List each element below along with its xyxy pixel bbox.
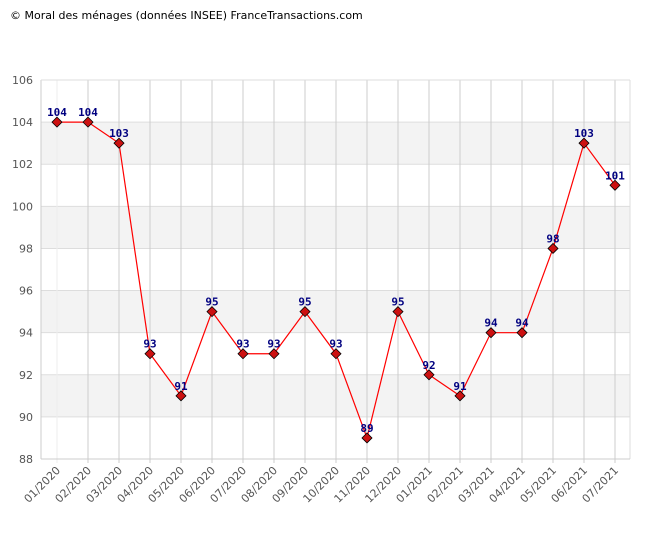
data-point — [51, 116, 63, 128]
y-tick-label: 90 — [19, 411, 33, 424]
data-label: 93 — [143, 338, 156, 351]
data-label: 95 — [298, 296, 311, 309]
data-label: 91 — [453, 380, 467, 393]
data-label: 103 — [109, 127, 129, 140]
data-label: 103 — [574, 127, 594, 140]
data-point — [485, 327, 497, 339]
data-point — [113, 137, 125, 149]
data-label: 89 — [360, 422, 373, 435]
y-tick-label: 102 — [12, 158, 33, 171]
data-label: 93 — [329, 338, 342, 351]
data-label: 93 — [236, 338, 249, 351]
data-point — [206, 306, 218, 318]
chart-title: © Moral des ménages (données INSEE) Fran… — [10, 9, 363, 22]
data-label: 101 — [605, 169, 625, 182]
data-point — [330, 348, 342, 360]
y-tick-label: 100 — [12, 200, 33, 213]
data-point — [144, 348, 156, 360]
data-point — [547, 242, 559, 255]
y-tick-label: 94 — [19, 327, 33, 340]
data-point — [82, 116, 94, 128]
data-point — [237, 348, 249, 360]
y-tick-label: 104 — [12, 116, 33, 129]
data-label: 94 — [484, 317, 498, 330]
y-tick-label: 92 — [19, 369, 33, 382]
y-tick-label: 106 — [12, 74, 33, 87]
data-label: 104 — [78, 106, 98, 119]
data-point — [299, 306, 311, 318]
data-label: 95 — [205, 296, 218, 309]
data-label: 91 — [174, 380, 188, 393]
data-point — [361, 432, 373, 444]
data-label: 93 — [267, 338, 280, 351]
data-point — [268, 348, 280, 360]
data-point — [609, 179, 621, 191]
y-tick-label: 88 — [19, 453, 33, 466]
y-tick-label: 98 — [19, 242, 33, 255]
data-point — [454, 390, 466, 402]
data-point — [423, 369, 435, 381]
data-label: 92 — [422, 359, 435, 372]
data-point — [516, 327, 528, 339]
data-point — [578, 137, 590, 149]
data-label: 98 — [546, 232, 559, 245]
data-point — [392, 306, 404, 318]
data-point — [175, 390, 187, 402]
data-label: 94 — [515, 317, 529, 330]
data-label: 104 — [47, 106, 67, 119]
y-tick-label: 96 — [19, 285, 33, 298]
data-label: 95 — [391, 296, 404, 309]
